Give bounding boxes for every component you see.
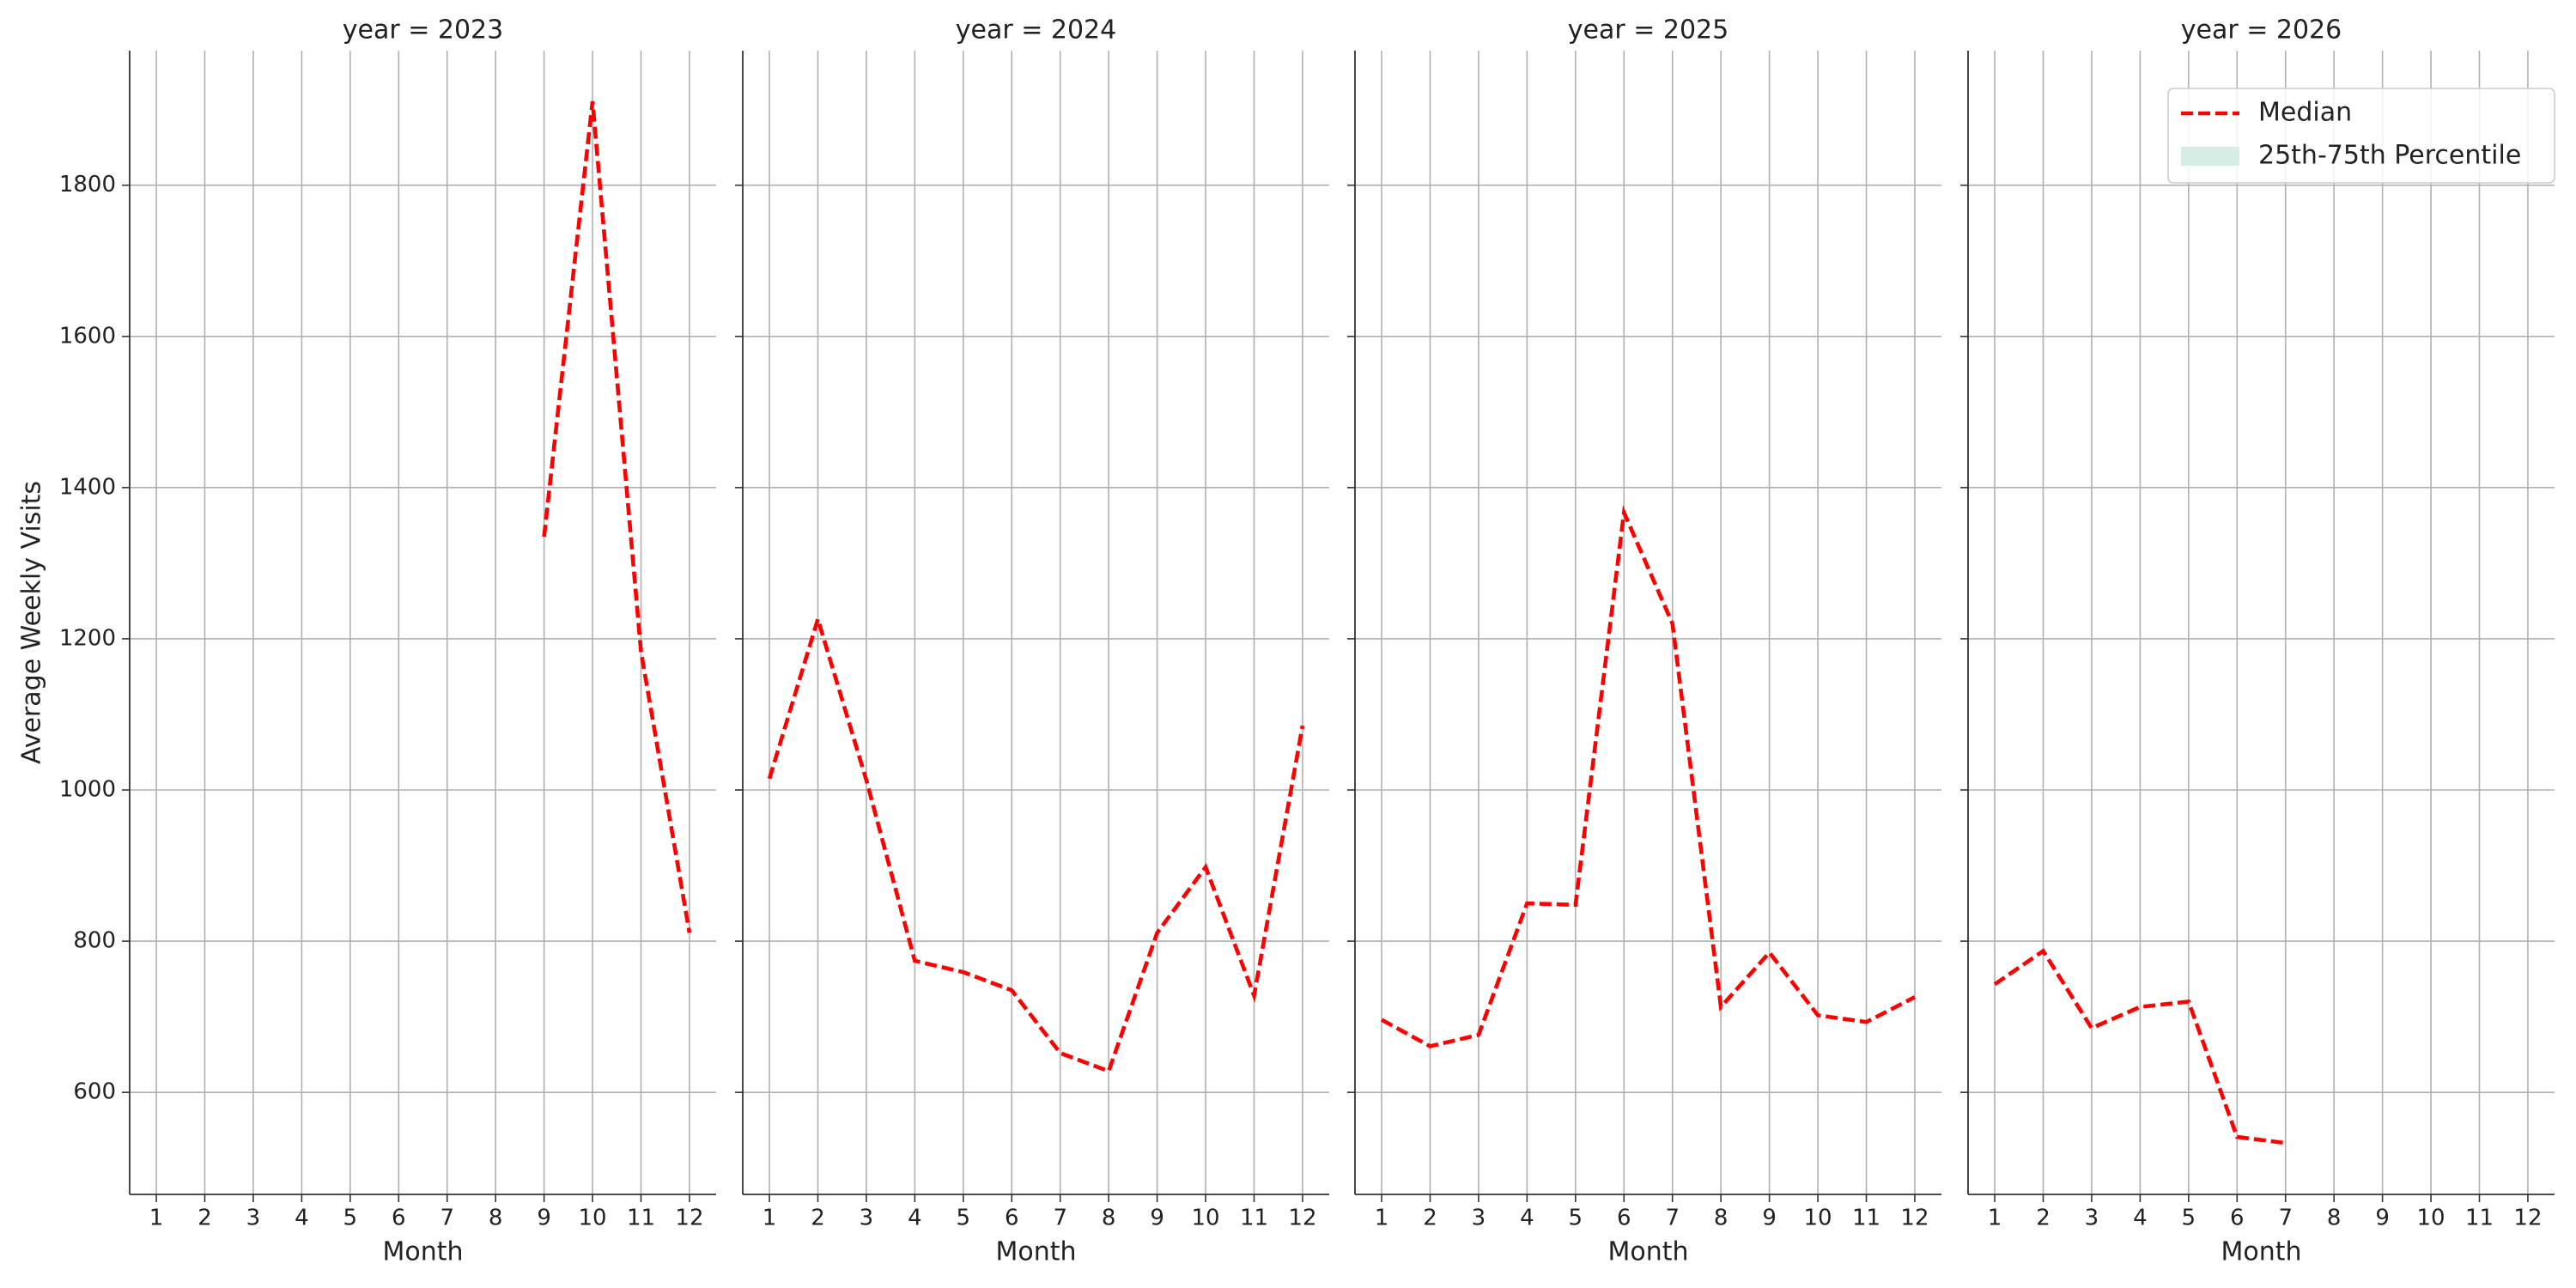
x-tick-label: 5 bbox=[2182, 1206, 2196, 1231]
x-tick-label: 6 bbox=[1617, 1206, 1631, 1231]
x-tick-label: 11 bbox=[2465, 1206, 2494, 1231]
x-tick-label: 2 bbox=[197, 1206, 212, 1231]
x-axis-label: Month bbox=[2221, 1237, 2301, 1267]
x-tick-label: 4 bbox=[1520, 1206, 1534, 1231]
panel-title: year = 2023 bbox=[343, 15, 504, 46]
y-tick-label: 1400 bbox=[59, 474, 116, 500]
x-tick-label: 12 bbox=[2513, 1206, 2542, 1231]
x-tick-label: 9 bbox=[1762, 1206, 1777, 1231]
x-tick-label: 6 bbox=[392, 1206, 406, 1231]
x-tick-label: 8 bbox=[489, 1206, 503, 1231]
x-tick-label: 7 bbox=[1053, 1206, 1067, 1231]
x-tick-label: 11 bbox=[1240, 1206, 1268, 1231]
x-tick-label: 12 bbox=[1900, 1206, 1929, 1231]
x-tick-label: 7 bbox=[2278, 1206, 2293, 1231]
legend: Median 25th-75th Percentile bbox=[2167, 88, 2555, 184]
x-tick-label: 8 bbox=[1714, 1206, 1728, 1231]
x-tick-label: 5 bbox=[957, 1206, 971, 1231]
x-tick-label: 8 bbox=[1102, 1206, 1116, 1231]
x-tick-label: 12 bbox=[675, 1206, 703, 1231]
x-tick-label: 3 bbox=[246, 1206, 261, 1231]
panel-title: year = 2025 bbox=[1568, 15, 1729, 46]
x-tick-label: 8 bbox=[2327, 1206, 2342, 1231]
x-axis-label: Month bbox=[995, 1237, 1076, 1267]
median-line bbox=[1993, 948, 2287, 1145]
y-tick-label: 800 bbox=[73, 928, 116, 954]
x-tick-label: 6 bbox=[2230, 1206, 2245, 1231]
x-tick-label: 2 bbox=[2036, 1206, 2050, 1231]
x-axis-label: Month bbox=[1607, 1237, 1688, 1267]
x-tick-label: 1 bbox=[1988, 1206, 2002, 1231]
x-tick-label: 4 bbox=[908, 1206, 922, 1231]
x-tick-label: 2 bbox=[1423, 1206, 1437, 1231]
x-tick-label: 10 bbox=[1192, 1206, 1220, 1231]
median-line bbox=[1380, 505, 1917, 1048]
x-tick-label: 12 bbox=[1288, 1206, 1316, 1231]
x-tick-label: 11 bbox=[627, 1206, 655, 1231]
legend-label: 25th-75th Percentile bbox=[2258, 141, 2521, 171]
x-tick-label: 7 bbox=[1665, 1206, 1680, 1231]
x-tick-label: 5 bbox=[1569, 1206, 1583, 1231]
x-tick-label: 7 bbox=[440, 1206, 454, 1231]
panel-title: year = 2026 bbox=[2181, 15, 2342, 46]
x-tick-label: 6 bbox=[1005, 1206, 1019, 1231]
y-tick-label: 1200 bbox=[59, 625, 116, 651]
x-axis-label: Month bbox=[382, 1237, 463, 1267]
y-tick-label: 1800 bbox=[59, 172, 116, 197]
x-tick-label: 3 bbox=[860, 1206, 874, 1231]
y-tick-label: 1000 bbox=[59, 777, 116, 803]
x-tick-label: 3 bbox=[2085, 1206, 2099, 1231]
x-tick-label: 4 bbox=[2133, 1206, 2148, 1231]
x-tick-label: 10 bbox=[579, 1206, 607, 1231]
legend-label: Median bbox=[2258, 98, 2352, 128]
x-tick-label: 2 bbox=[811, 1206, 825, 1231]
y-tick-label: 600 bbox=[73, 1079, 116, 1105]
median-line bbox=[767, 612, 1305, 1074]
y-axis-label: Average Weekly Visits bbox=[17, 481, 47, 764]
x-tick-label: 4 bbox=[295, 1206, 309, 1231]
x-tick-label: 11 bbox=[1852, 1206, 1880, 1231]
x-tick-label: 1 bbox=[149, 1206, 164, 1231]
x-tick-label: 3 bbox=[1472, 1206, 1486, 1231]
x-tick-label: 1 bbox=[762, 1206, 777, 1231]
x-tick-label: 9 bbox=[2375, 1206, 2390, 1231]
x-tick-label: 10 bbox=[2417, 1206, 2445, 1231]
x-tick-label: 9 bbox=[537, 1206, 551, 1231]
panel-title: year = 2024 bbox=[956, 15, 1117, 46]
x-tick-label: 1 bbox=[1375, 1206, 1389, 1231]
median-line bbox=[542, 100, 692, 933]
x-tick-label: 9 bbox=[1150, 1206, 1164, 1231]
legend-box bbox=[2167, 88, 2555, 184]
y-tick-label: 1600 bbox=[59, 323, 116, 349]
x-tick-label: 5 bbox=[343, 1206, 358, 1231]
x-tick-label: 10 bbox=[1804, 1206, 1832, 1231]
legend-swatch bbox=[2181, 147, 2239, 166]
